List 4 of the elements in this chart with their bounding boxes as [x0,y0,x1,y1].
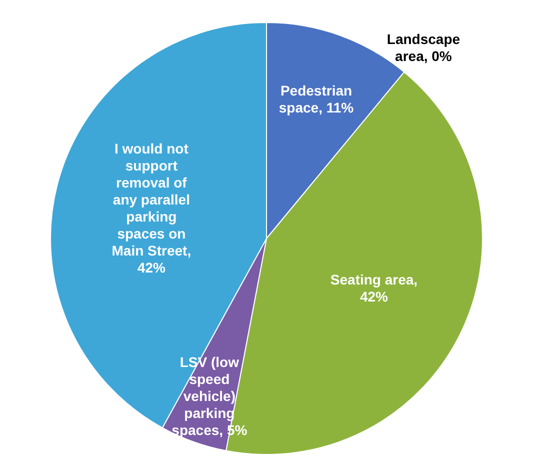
slice-label: I would not support removal of any parallel parking spaces on Main Street, 42% [112,140,192,276]
slice-label: Seating area, 42% [330,271,418,304]
slice-label: Pedestrian space, 11% [278,82,354,116]
category-label: Landscape area, 0% [386,31,460,64]
